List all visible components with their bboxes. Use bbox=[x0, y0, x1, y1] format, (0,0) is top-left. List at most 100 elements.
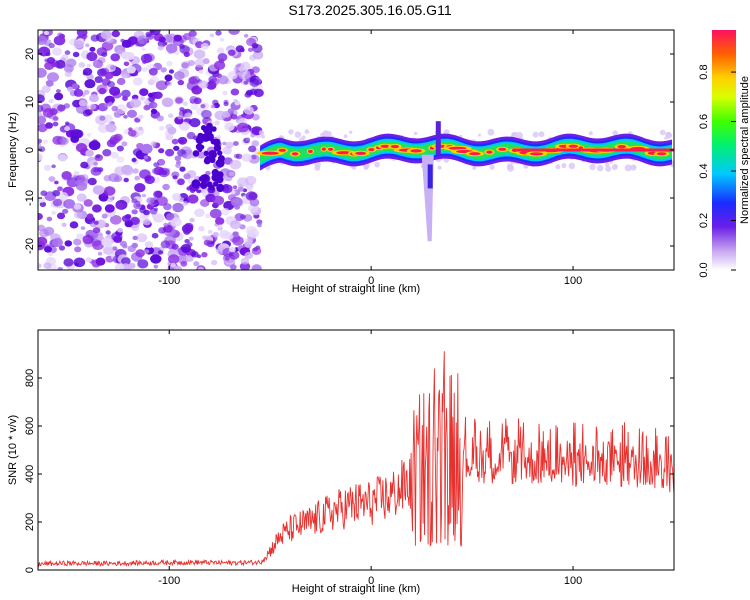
noise-blob bbox=[239, 214, 247, 220]
noise-blob bbox=[144, 241, 154, 249]
noise-blob bbox=[155, 80, 168, 91]
y-tick-label: 20 bbox=[24, 48, 36, 60]
noise-blob bbox=[248, 192, 258, 201]
noise-blob bbox=[243, 80, 249, 85]
noise-blob bbox=[46, 216, 53, 222]
noise-blob bbox=[95, 154, 101, 159]
noise-blob bbox=[156, 115, 164, 122]
noise-blob bbox=[38, 67, 47, 78]
noise-blob bbox=[52, 121, 59, 127]
noise-blob bbox=[187, 60, 195, 66]
noise-blob bbox=[247, 47, 254, 52]
noise-blob bbox=[141, 193, 147, 198]
noise-blob bbox=[149, 101, 158, 109]
noise-blob bbox=[200, 42, 209, 50]
noise-blob bbox=[122, 244, 128, 249]
noise-blob bbox=[198, 80, 209, 89]
noise-blob bbox=[189, 217, 195, 223]
noise-blob bbox=[141, 67, 148, 72]
noise-blob bbox=[195, 135, 204, 145]
noise-blob bbox=[198, 225, 205, 232]
noise-blob bbox=[64, 240, 73, 247]
noise-blob bbox=[73, 238, 82, 246]
noise-blob bbox=[181, 62, 189, 69]
noise-blob bbox=[86, 133, 92, 137]
noise-blob bbox=[157, 45, 164, 51]
noise-blob bbox=[148, 68, 158, 76]
noise-blob bbox=[48, 98, 54, 104]
noise-blob bbox=[173, 37, 184, 47]
noise-blob bbox=[155, 142, 161, 147]
noise-blob bbox=[168, 69, 175, 74]
y-tick-label: 0 bbox=[24, 567, 36, 573]
noise-blob bbox=[140, 143, 153, 154]
signal-halo bbox=[472, 165, 477, 170]
signal-halo bbox=[605, 162, 610, 167]
noise-blob bbox=[190, 251, 199, 258]
y-tick-label: 0 bbox=[24, 147, 36, 153]
signal-halo bbox=[437, 165, 442, 170]
colorbar-label: Normalized spectral amplitude bbox=[739, 76, 750, 224]
signal-hotspot-core bbox=[529, 152, 544, 156]
noise-blob bbox=[116, 77, 126, 86]
noise-blob bbox=[52, 198, 63, 207]
noise-blob bbox=[92, 59, 103, 69]
noise-blob bbox=[237, 177, 249, 187]
noise-blob bbox=[198, 176, 203, 181]
signal-hotspot-core bbox=[498, 147, 507, 151]
noise-blob bbox=[103, 186, 116, 196]
noise-blob bbox=[80, 226, 86, 231]
noise-blob bbox=[168, 254, 180, 264]
noise-blob bbox=[212, 99, 219, 106]
noise-blob bbox=[249, 54, 257, 61]
noise-blob bbox=[210, 77, 220, 86]
noise-blob bbox=[170, 262, 176, 268]
noise-blob bbox=[257, 223, 262, 228]
signal-halo bbox=[326, 131, 332, 137]
signal-halo bbox=[588, 131, 593, 136]
noise-blob bbox=[214, 120, 220, 126]
y-tick-label: 800 bbox=[24, 369, 36, 387]
noise-blob bbox=[153, 162, 160, 168]
noise-blob bbox=[92, 240, 104, 251]
x-tick-label: 0 bbox=[368, 275, 374, 287]
y-tick-label: 200 bbox=[24, 513, 36, 531]
signal-halo bbox=[555, 164, 561, 170]
noise-blob bbox=[47, 72, 59, 83]
colorbar-ticks: 0.0 0.2 0.4 0.6 0.8 bbox=[698, 64, 736, 278]
noise-blob bbox=[96, 219, 107, 229]
y-tick-label: 600 bbox=[24, 417, 36, 435]
noise-blob bbox=[89, 103, 97, 110]
noise-blob bbox=[114, 104, 127, 115]
noise-blob bbox=[137, 259, 149, 269]
signal-hotspot-core bbox=[390, 144, 400, 149]
noise-blob bbox=[38, 35, 48, 45]
noise-blob bbox=[58, 245, 66, 251]
noise-blob bbox=[134, 183, 146, 193]
snr-panel: -100 0 100 0 200 400 600 800 Height of straight… bbox=[7, 329, 675, 595]
noise-blob bbox=[203, 239, 211, 246]
noise-blob bbox=[45, 80, 54, 87]
noise-blob bbox=[92, 185, 105, 195]
noise-blob bbox=[121, 141, 128, 147]
noise-blob bbox=[229, 220, 241, 230]
noise-blob bbox=[210, 259, 218, 266]
noise-blob bbox=[76, 233, 84, 240]
noise-blob bbox=[135, 42, 140, 47]
noise-blob bbox=[234, 63, 245, 71]
noise-blob bbox=[224, 232, 234, 240]
noise-blob bbox=[85, 257, 92, 263]
noise-blob bbox=[249, 198, 260, 207]
noise-blob bbox=[229, 246, 236, 253]
noise-blob bbox=[39, 229, 49, 238]
signal-halo bbox=[624, 164, 632, 172]
noise-blob bbox=[150, 76, 159, 84]
signal-hotspot-core bbox=[617, 145, 627, 149]
noise-blob bbox=[203, 157, 211, 165]
noise-blob bbox=[160, 67, 167, 73]
noise-blob bbox=[105, 36, 115, 44]
noise-blob bbox=[107, 197, 114, 203]
noise-blob bbox=[116, 145, 124, 152]
